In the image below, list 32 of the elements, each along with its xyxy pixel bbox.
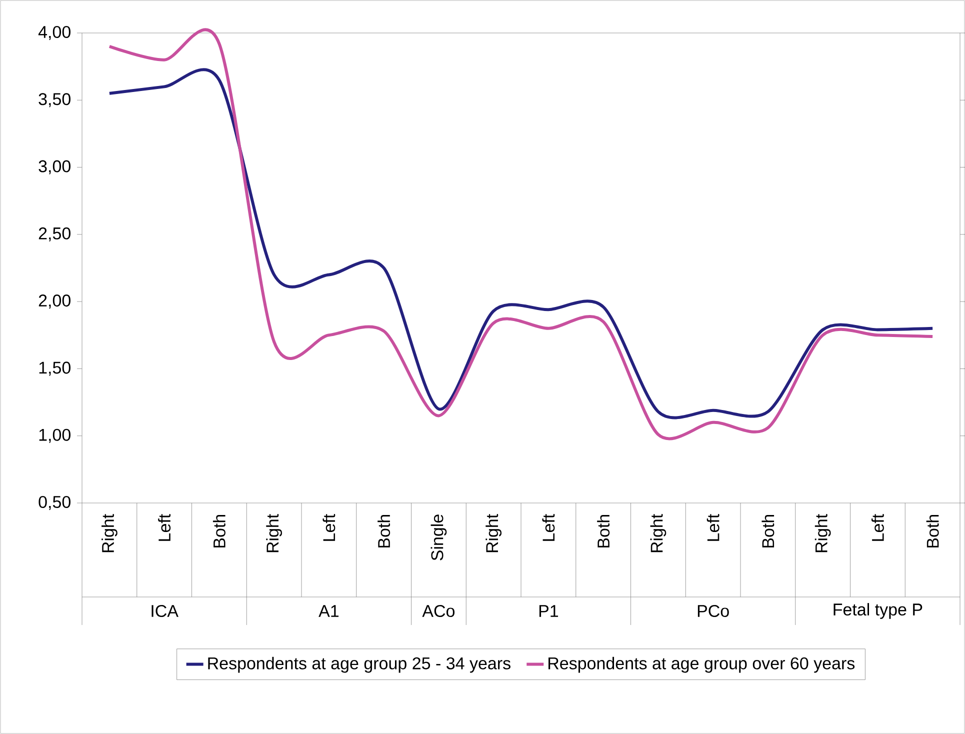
x-tick-label: Both [762, 514, 774, 548]
y-tick-label: 3,50 [38, 93, 70, 108]
x-tick-label: Right [102, 514, 118, 552]
y-tick-label: 0,50 [38, 496, 70, 510]
text: ACo [422, 604, 455, 618]
legend-label: Respondents at age group 25 - 34 years [208, 656, 510, 673]
x-tick-label: Both [926, 514, 939, 548]
text: PCo [698, 604, 729, 618]
x-tick-label: Right [486, 514, 502, 552]
text: Fetal type P [834, 603, 922, 619]
y-tick-label: 4,00 [38, 26, 70, 40]
y-tick-label: 1,50 [39, 362, 70, 376]
text: P1 [539, 605, 558, 617]
x-tick-label: Left [706, 514, 720, 541]
x-tick-label: Left [542, 514, 555, 541]
y-tick-label: 2,00 [38, 294, 70, 309]
x-tick-label: Left [322, 514, 336, 541]
y-tick-label: 3,00 [38, 160, 70, 174]
x-tick-label: Left [871, 514, 884, 541]
x-tick-label: Right [266, 514, 282, 552]
legend-label: Respondents at age group over 60 years [548, 656, 855, 673]
x-tick-label: Left [158, 514, 171, 541]
x-tick-label: Right [814, 514, 831, 552]
x-tick-label: Both [597, 514, 610, 548]
text: A1 [318, 605, 339, 617]
text: ICA [152, 604, 178, 618]
x-tick-label: Single [430, 514, 447, 560]
x-tick-label: Both [378, 514, 390, 548]
x-tick-label: Right [650, 514, 666, 552]
x-tick-label: Both [212, 514, 226, 548]
y-tick-label: 1,00 [39, 428, 70, 443]
y-tick-label: 2,50 [38, 227, 70, 242]
